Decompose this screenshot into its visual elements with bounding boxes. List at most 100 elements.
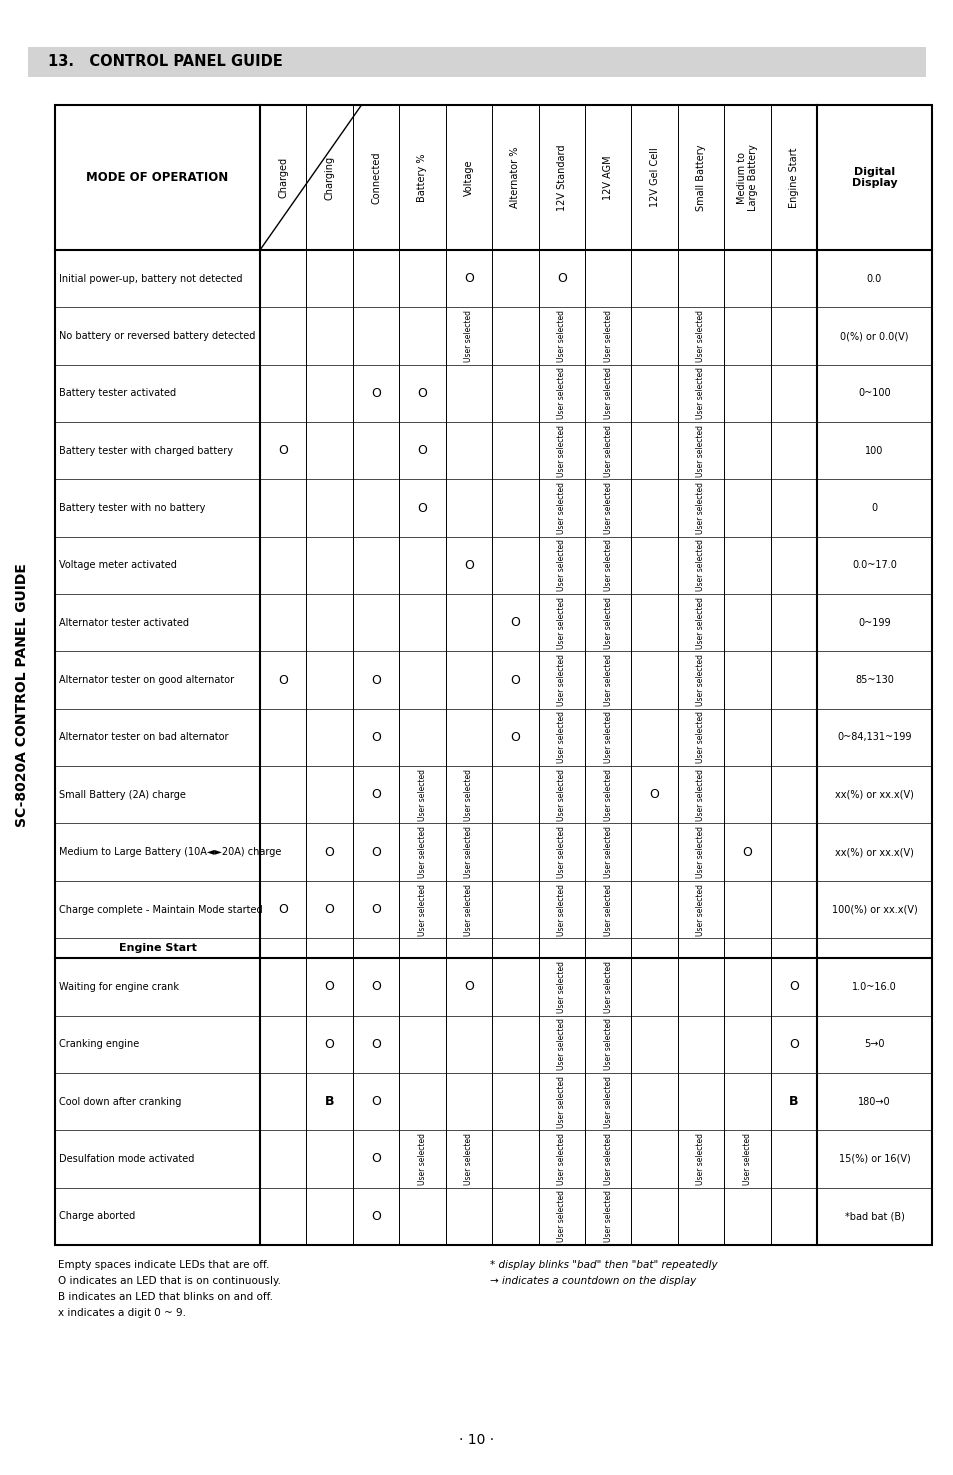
Text: 180→0: 180→0 [858,1096,890,1106]
Text: O: O [371,845,380,858]
Text: O: O [417,502,427,515]
Text: Charged: Charged [278,156,288,198]
Text: Desulfation mode activated: Desulfation mode activated [59,1153,194,1164]
Text: Connected: Connected [371,152,380,204]
Text: User selected: User selected [557,768,566,820]
Text: User selected: User selected [696,711,704,764]
Bar [28,47,925,77]
Text: Cranking engine: Cranking engine [59,1040,139,1049]
Text: User selected: User selected [557,711,566,764]
Text: Voltage meter activated: Voltage meter activated [59,560,176,571]
Text: User selected: User selected [603,826,612,878]
Text: *bad bat (B): *bad bat (B) [843,1211,903,1221]
Text: User selected: User selected [696,597,704,649]
Text: · 10 ·: · 10 · [459,1434,494,1447]
Text: 0.0~17.0: 0.0~17.0 [851,560,896,571]
Text: 0(%) or 0.0(V): 0(%) or 0.0(V) [840,330,908,341]
Text: O: O [371,1152,380,1165]
Text: Charging: Charging [324,155,335,199]
Text: O: O [417,444,427,457]
Text: User selected: User selected [557,884,566,935]
Text: Battery tester with charged battery: Battery tester with charged battery [59,445,233,456]
Text: 12V Standard: 12V Standard [557,145,566,211]
Text: User selected: User selected [603,482,612,534]
Text: xx(%) or xx.x(V): xx(%) or xx.x(V) [834,789,913,799]
Text: * display blinks "bad" then "bat" repeatedly: * display blinks "bad" then "bat" repeat… [490,1260,717,1270]
Text: No battery or reversed battery detected: No battery or reversed battery detected [59,330,255,341]
Text: User selected: User selected [696,367,704,419]
Text: User selected: User selected [557,1075,566,1127]
Text: 15(%) or 16(V): 15(%) or 16(V) [838,1153,909,1164]
Text: Digital
Display: Digital Display [851,167,897,189]
Text: User selected: User selected [603,367,612,419]
Text: O: O [278,444,288,457]
Text: Medium to Large Battery (10A◄►20A) charge: Medium to Large Battery (10A◄►20A) charg… [59,847,281,857]
Text: User selected: User selected [417,1133,427,1184]
Text: x indicates a digit 0 ~ 9.: x indicates a digit 0 ~ 9. [58,1308,186,1319]
Text: User selected: User selected [557,597,566,649]
Text: User selected: User selected [696,653,704,707]
Text: User selected: User selected [696,826,704,878]
Text: 100: 100 [864,445,882,456]
Text: User selected: User selected [557,1133,566,1184]
Text: User selected: User selected [603,884,612,935]
Text: Cool down after cranking: Cool down after cranking [59,1096,181,1106]
Text: User selected: User selected [557,1018,566,1071]
Text: User selected: User selected [464,310,473,361]
Text: → indicates a countdown on the display: → indicates a countdown on the display [490,1276,696,1286]
Text: User selected: User selected [603,597,612,649]
Text: O: O [278,674,288,687]
Text: B indicates an LED that blinks on and off.: B indicates an LED that blinks on and of… [58,1292,273,1302]
Text: O: O [649,788,659,801]
Text: User selected: User selected [464,884,473,935]
Text: User selected: User selected [464,768,473,820]
Text: 0.0: 0.0 [866,274,882,283]
Text: O: O [510,617,519,630]
Text: User selected: User selected [696,1133,704,1184]
Text: O: O [371,1038,380,1050]
Text: User selected: User selected [603,425,612,476]
Text: O: O [557,273,566,285]
Text: User selected: User selected [557,540,566,591]
Text: User selected: User selected [464,1133,473,1184]
Text: Small Battery (2A) charge: Small Battery (2A) charge [59,789,186,799]
Text: B: B [325,1094,334,1108]
Text: User selected: User selected [696,425,704,476]
Text: User selected: User selected [603,1133,612,1184]
Text: O: O [463,981,474,994]
Text: Charge complete - Maintain Mode started: Charge complete - Maintain Mode started [59,904,262,914]
Text: Initial power-up, battery not detected: Initial power-up, battery not detected [59,274,242,283]
Bar [55,105,931,1245]
Text: O: O [371,386,380,400]
Text: Battery %: Battery % [417,153,427,202]
Text: Alternator %: Alternator % [510,148,519,208]
Text: 5→0: 5→0 [863,1040,883,1049]
Text: User selected: User selected [417,884,427,935]
Text: User selected: User selected [557,425,566,476]
Text: O: O [371,1094,380,1108]
Text: O: O [371,674,380,687]
Text: O: O [417,386,427,400]
Text: SC-8020A CONTROL PANEL GUIDE: SC-8020A CONTROL PANEL GUIDE [15,563,29,827]
Text: O: O [741,845,752,858]
Text: O: O [788,981,798,994]
Text: Voltage: Voltage [463,159,474,196]
Text: User selected: User selected [557,653,566,707]
Text: User selected: User selected [696,310,704,361]
Text: User selected: User selected [603,1075,612,1127]
Text: 85~130: 85~130 [854,676,893,684]
Text: User selected: User selected [742,1133,751,1184]
Text: O: O [371,1210,380,1223]
Text: O: O [371,981,380,994]
Text: O: O [371,903,380,916]
Text: O: O [463,559,474,572]
Text: B: B [788,1094,798,1108]
Text: User selected: User selected [603,1190,612,1242]
Text: User selected: User selected [696,884,704,935]
Text: 12V AGM: 12V AGM [602,155,613,199]
Text: User selected: User selected [417,768,427,820]
Text: User selected: User selected [557,367,566,419]
Text: User selected: User selected [557,482,566,534]
Text: User selected: User selected [557,960,566,1013]
Text: O: O [371,732,380,743]
